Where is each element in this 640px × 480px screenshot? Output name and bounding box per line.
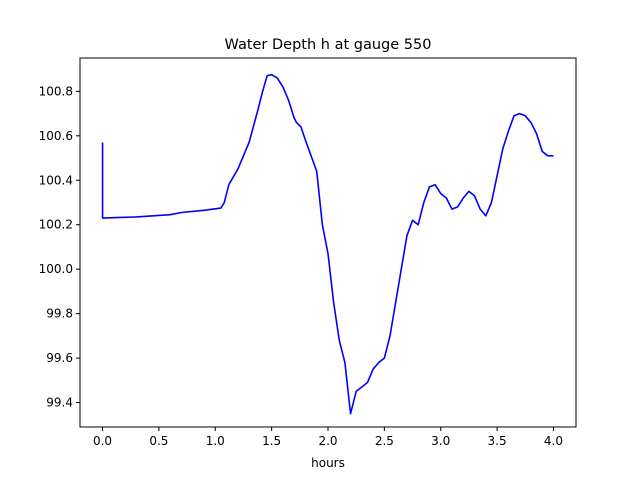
plot-frame <box>79 57 577 428</box>
x-tick-label: 2.0 <box>318 434 337 448</box>
y-tick-label: 100.6 <box>39 129 73 143</box>
y-tick-label: 99.6 <box>46 351 73 365</box>
y-tick-label: 100.0 <box>39 262 73 276</box>
x-axis: 0.0 0.5 1.0 1.5 2.0 2.5 3.0 3.5 4.0 <box>93 427 563 448</box>
y-tick-label: 99.4 <box>46 396 73 410</box>
x-tick-label: 2.5 <box>375 434 394 448</box>
x-axis-label: hours <box>311 456 345 470</box>
chart-title: Water Depth h at gauge 550 <box>225 37 432 53</box>
y-tick-label: 100.8 <box>39 84 73 98</box>
x-tick-label: 0.0 <box>93 434 112 448</box>
plot-area <box>101 73 554 415</box>
x-tick-label: 3.0 <box>431 434 450 448</box>
x-tick-label: 1.0 <box>206 434 225 448</box>
series-line-0 <box>101 73 554 415</box>
y-tick-label: 99.8 <box>46 307 73 321</box>
y-tick-label: 100.2 <box>39 218 73 232</box>
x-tick-label: 0.5 <box>149 434 168 448</box>
x-tick-label: 4.0 <box>544 434 563 448</box>
y-axis: 99.4 99.6 99.8 100.0 100.2 100.4 100.6 100.8 <box>39 84 80 410</box>
y-tick-label: 100.4 <box>39 173 73 187</box>
x-tick-label: 1.5 <box>262 434 281 448</box>
x-tick-label: 3.5 <box>488 434 507 448</box>
